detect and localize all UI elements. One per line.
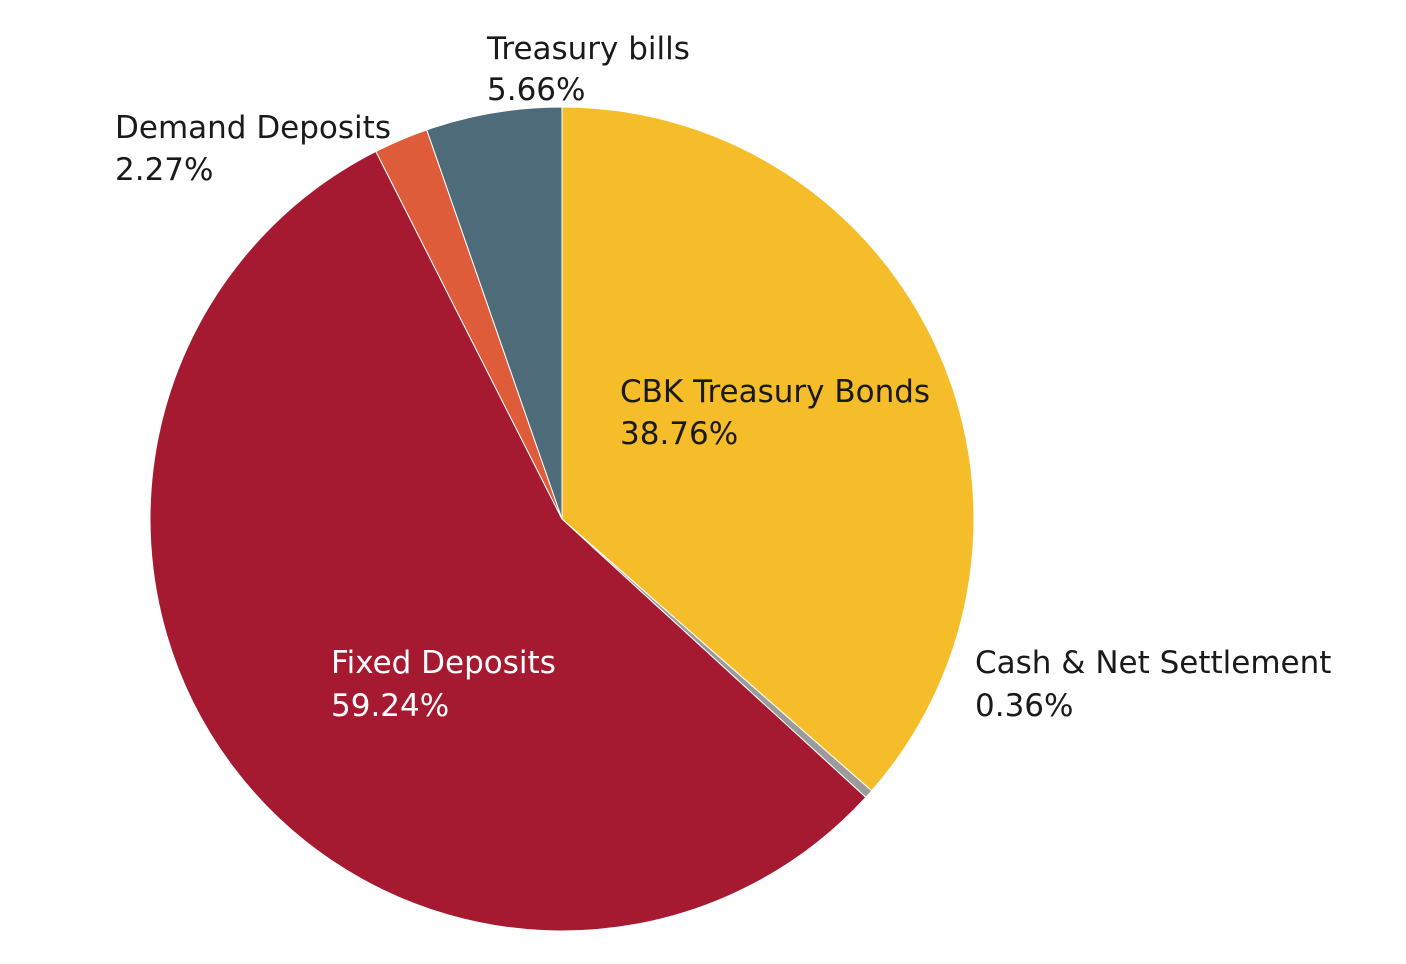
slice-value-demand-deposits: 2.27% — [115, 152, 213, 188]
pie-slices — [149, 106, 975, 932]
slice-label-demand-deposits: Demand Deposits — [115, 110, 391, 146]
slice-label-treasury-bills: Treasury bills — [486, 31, 690, 67]
slice-value-cbk-treasury-bonds: 38.76% — [620, 416, 738, 452]
pie-slice-cbk-treasury-bonds — [561, 106, 975, 792]
pie-slice-fixed-deposits — [149, 150, 867, 932]
slice-label-fixed-deposits: Fixed Deposits — [331, 645, 556, 681]
slice-value-treasury-bills: 5.66% — [487, 72, 585, 108]
slice-label-cash-net-settlement: Cash & Net Settlement — [975, 645, 1331, 681]
slice-value-cash-net-settlement: 0.36% — [975, 688, 1073, 724]
slice-value-fixed-deposits: 59.24% — [331, 688, 449, 724]
pie-slice-treasury-bills — [426, 106, 563, 520]
slice-label-cbk-treasury-bonds: CBK Treasury Bonds — [620, 374, 930, 410]
